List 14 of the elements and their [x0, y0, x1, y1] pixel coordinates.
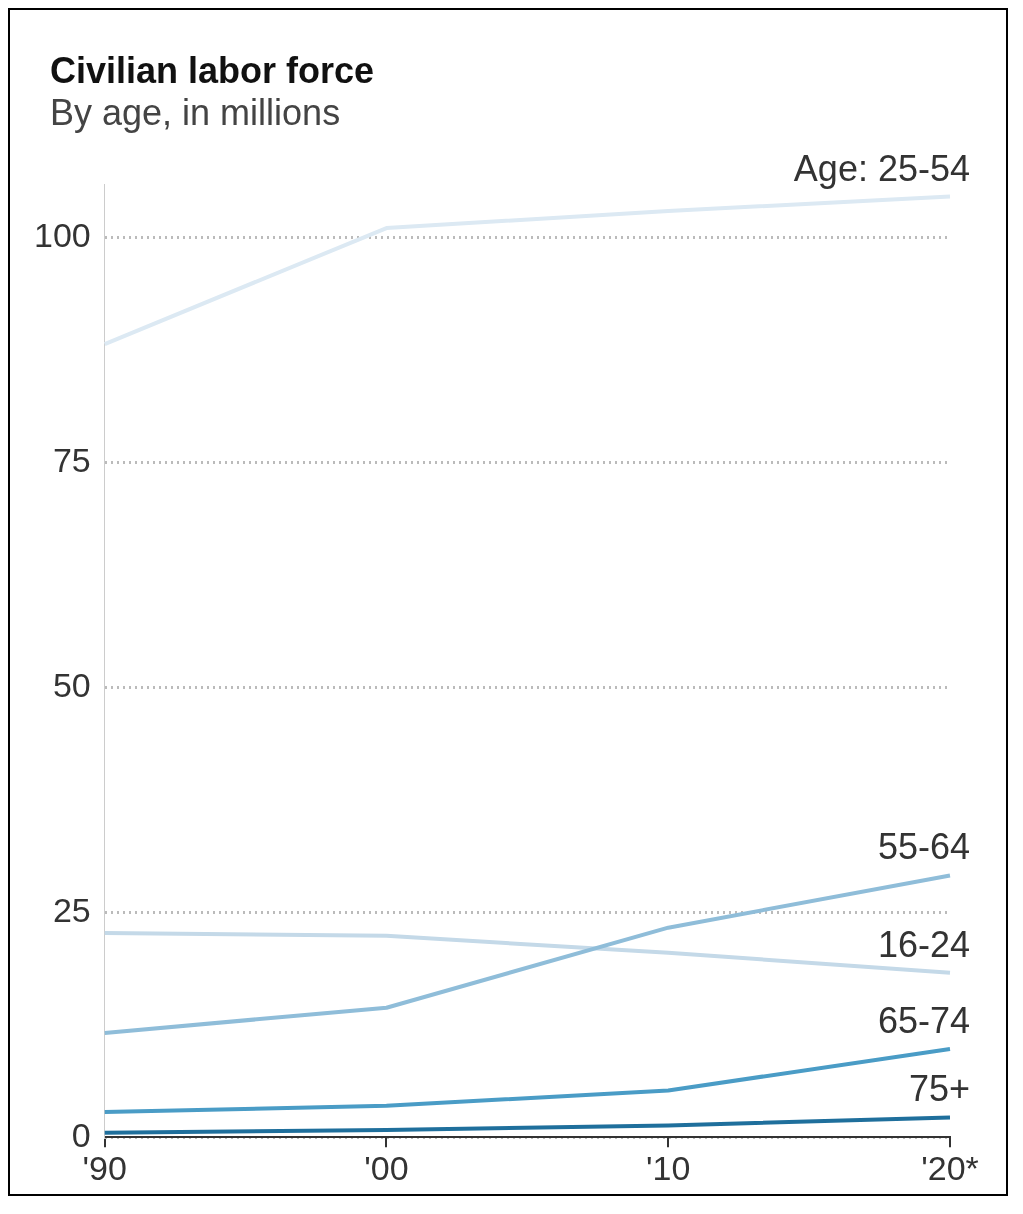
series-label: 75+: [908, 1068, 970, 1110]
chart-title: Civilian labor force: [49, 50, 376, 92]
y-tick-label: 25: [52, 890, 91, 929]
x-tick-label: '10: [646, 1148, 691, 1187]
y-tick-label: 100: [33, 216, 91, 255]
y-tick-label: 50: [52, 665, 91, 704]
series-label: 16-24: [877, 923, 970, 965]
x-tick-label: '00: [364, 1148, 409, 1187]
chart-subtitle: By age, in millions: [49, 92, 342, 134]
y-tick-label: 75: [52, 441, 91, 480]
series-label: 55-64: [877, 826, 970, 868]
series-label: Age: 25-54: [793, 147, 970, 189]
x-tick-label: '20*: [921, 1148, 979, 1187]
series-label: 65-74: [877, 1000, 970, 1041]
